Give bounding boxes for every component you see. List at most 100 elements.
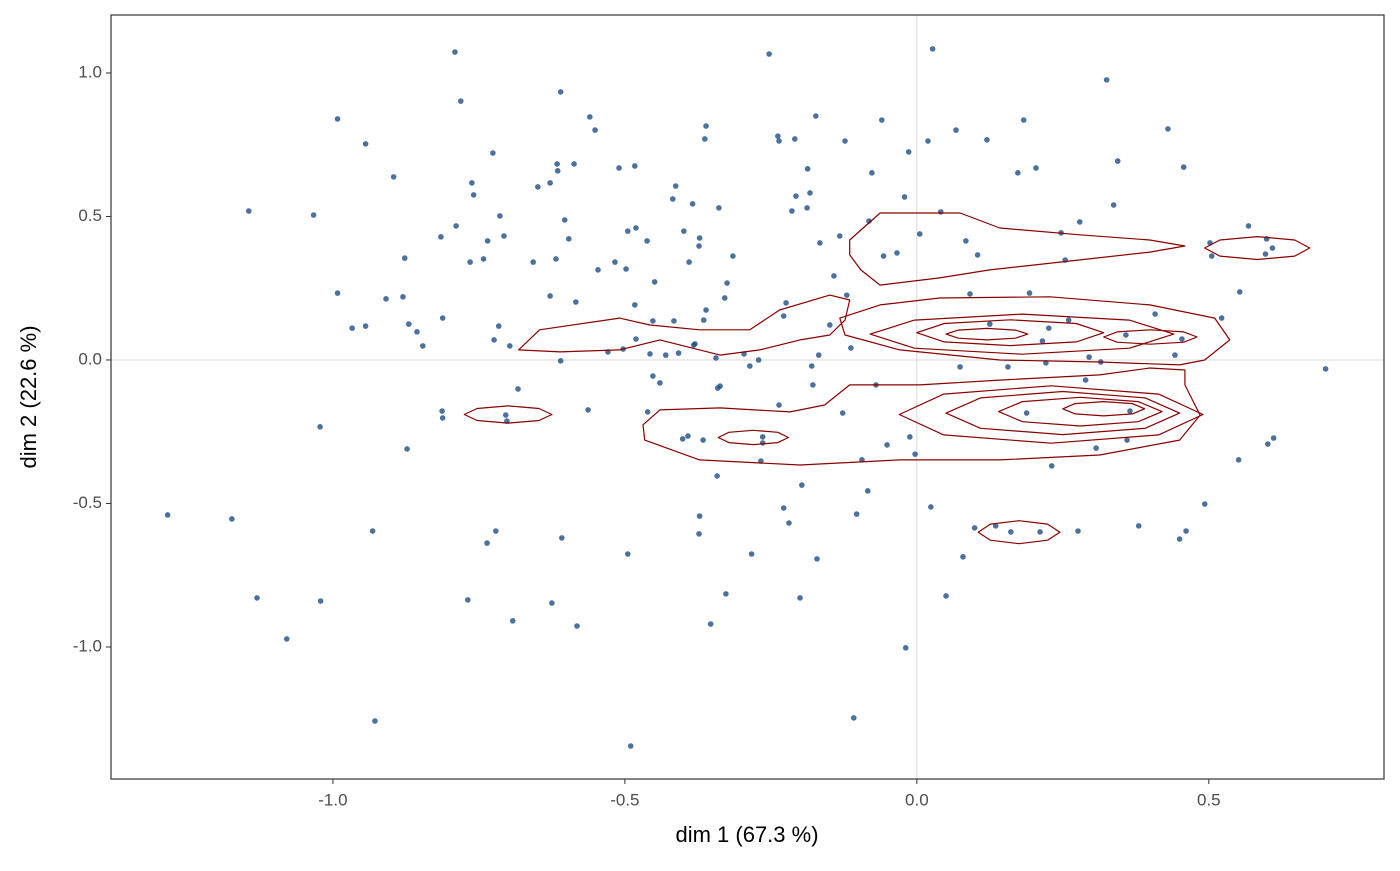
data-point xyxy=(963,238,969,244)
data-point xyxy=(1179,336,1185,342)
data-point xyxy=(549,600,555,606)
data-point xyxy=(686,259,692,265)
data-point xyxy=(1033,165,1039,171)
data-point xyxy=(721,295,728,301)
data-point xyxy=(689,201,696,207)
data-point xyxy=(439,315,446,321)
data-point xyxy=(612,259,618,265)
data-point xyxy=(1065,317,1072,323)
data-point xyxy=(776,402,782,408)
data-point xyxy=(647,351,653,357)
data-point xyxy=(797,595,803,601)
y-tick-label: 0.0 xyxy=(78,349,102,368)
data-point xyxy=(703,307,709,313)
data-point xyxy=(439,415,446,421)
data-point xyxy=(814,556,820,562)
data-point xyxy=(724,280,730,286)
data-point xyxy=(827,322,833,328)
data-point xyxy=(515,386,521,392)
data-point xyxy=(372,718,378,724)
data-point xyxy=(530,259,536,265)
density-contour xyxy=(869,313,1175,355)
data-point xyxy=(1037,529,1043,535)
data-point xyxy=(880,253,887,259)
data-point xyxy=(1201,501,1208,507)
data-point xyxy=(839,410,846,416)
data-point xyxy=(730,253,736,259)
data-point xyxy=(714,473,720,479)
data-point xyxy=(1103,77,1110,83)
data-point xyxy=(866,218,872,224)
data-point xyxy=(843,292,850,298)
data-point xyxy=(1262,251,1269,257)
data-point xyxy=(1152,311,1158,317)
data-point xyxy=(469,180,475,186)
data-point xyxy=(1245,223,1252,229)
data-point xyxy=(401,255,408,261)
data-point xyxy=(566,236,572,242)
density-contour xyxy=(518,294,851,356)
data-point xyxy=(561,217,568,223)
data-point xyxy=(783,300,789,306)
data-point xyxy=(780,313,787,319)
data-point xyxy=(509,618,516,624)
plot-layer xyxy=(111,15,1384,779)
data-point xyxy=(1135,523,1142,529)
data-point xyxy=(700,317,707,323)
density-contour xyxy=(898,385,1204,444)
data-point xyxy=(755,357,762,363)
data-point xyxy=(644,238,650,244)
data-point xyxy=(334,290,341,296)
data-point xyxy=(937,209,944,215)
data-point xyxy=(254,595,260,601)
data-point xyxy=(671,318,677,324)
data-point xyxy=(164,512,171,518)
density-contour xyxy=(1062,401,1146,417)
data-point xyxy=(571,161,577,167)
data-point xyxy=(383,296,389,302)
data-point xyxy=(1264,441,1271,447)
density-contour xyxy=(916,319,1105,347)
data-point xyxy=(912,451,918,457)
data-point xyxy=(657,380,663,386)
data-point xyxy=(696,243,702,249)
data-point xyxy=(547,293,553,299)
x-tick-label: -1.0 xyxy=(318,790,347,809)
data-point xyxy=(453,223,459,229)
density-contour xyxy=(849,212,1186,286)
data-point xyxy=(810,382,816,388)
data-point xyxy=(400,294,406,300)
density-contour xyxy=(463,405,553,424)
data-point xyxy=(1236,289,1243,295)
data-point xyxy=(808,363,815,369)
data-point xyxy=(1008,529,1014,535)
data-point xyxy=(864,488,871,494)
data-point xyxy=(1075,528,1081,534)
data-point xyxy=(815,352,822,358)
data-point xyxy=(804,166,811,172)
data-point xyxy=(650,318,656,324)
data-point xyxy=(553,256,559,262)
data-point xyxy=(974,252,981,258)
data-point xyxy=(902,645,909,651)
data-point xyxy=(1039,338,1046,344)
data-point xyxy=(246,208,252,214)
data-point xyxy=(501,233,507,239)
data-point xyxy=(791,136,798,142)
data-point xyxy=(723,591,729,597)
data-point xyxy=(557,89,564,95)
panel-background xyxy=(111,15,1384,779)
data-point xyxy=(817,240,823,246)
data-point xyxy=(464,597,471,603)
data-point xyxy=(495,323,502,329)
data-point xyxy=(842,138,848,144)
y-tick-label: 1.0 xyxy=(78,62,102,81)
data-point xyxy=(775,133,781,139)
data-point xyxy=(703,123,709,129)
data-point xyxy=(971,525,978,531)
data-point xyxy=(1123,332,1129,338)
data-point xyxy=(747,363,753,369)
data-point xyxy=(696,531,702,537)
data-point xyxy=(943,593,949,599)
